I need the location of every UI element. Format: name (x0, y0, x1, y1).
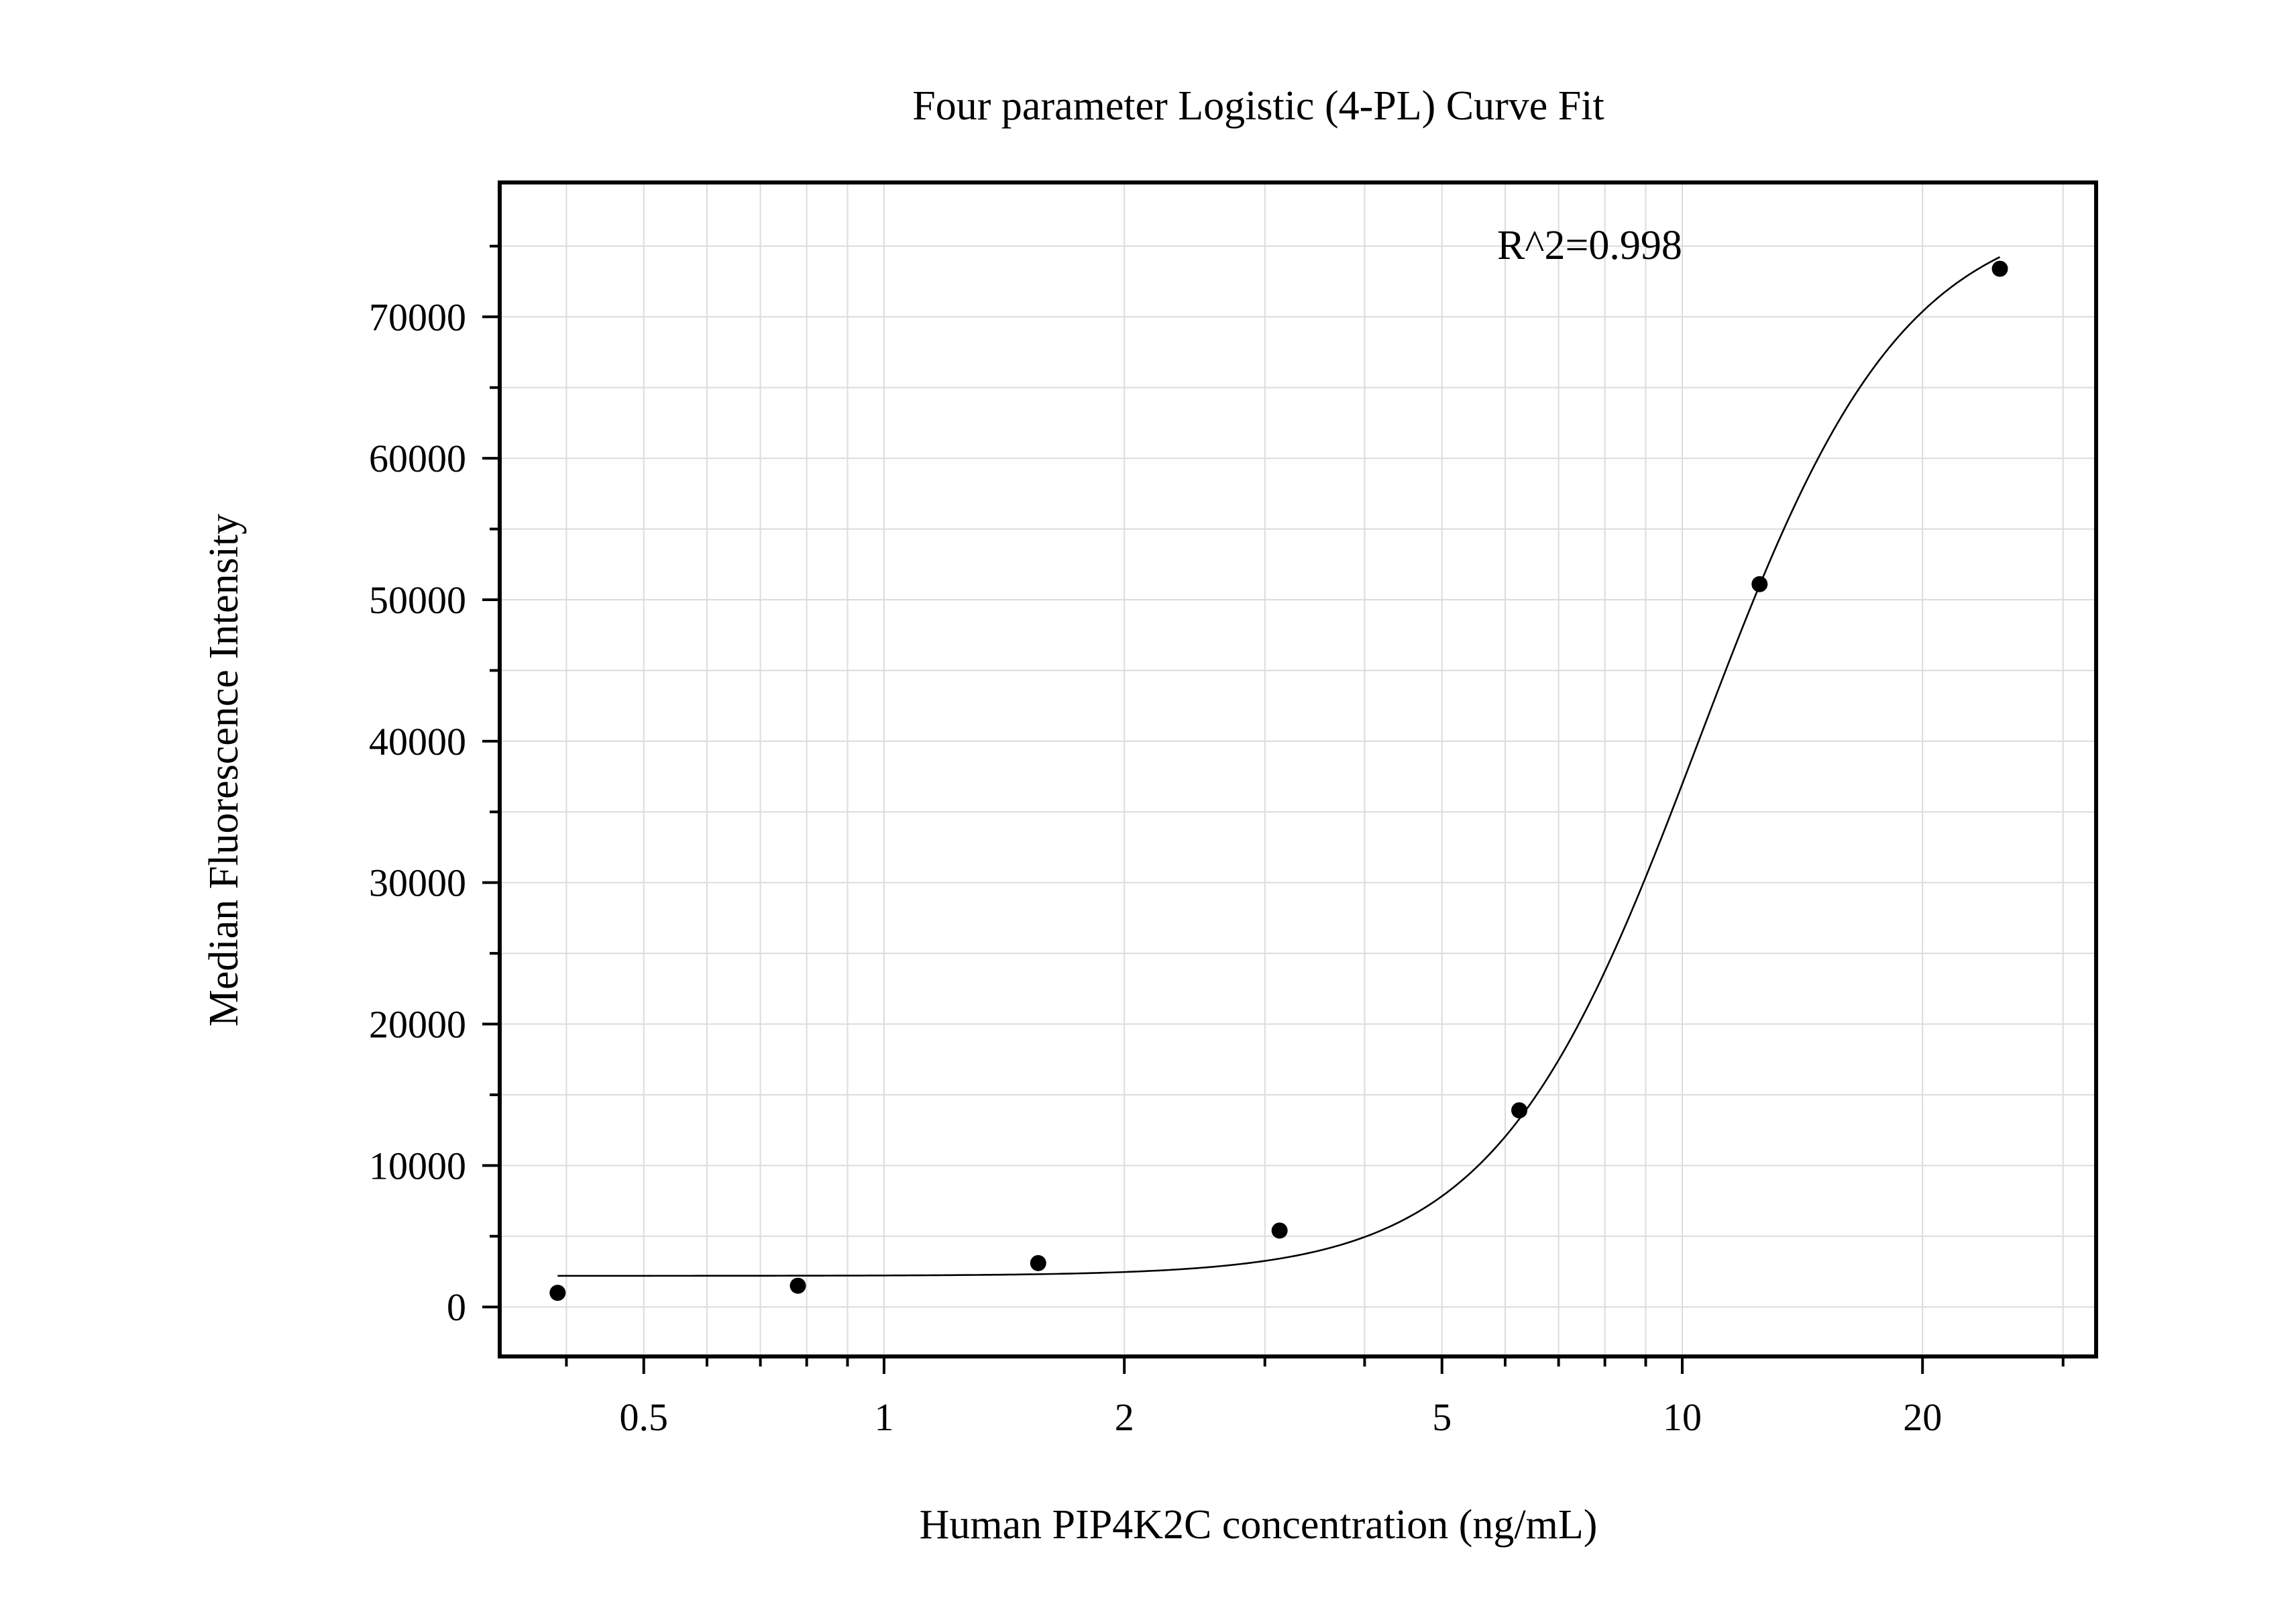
y-tick-label: 60000 (369, 437, 466, 480)
y-tick-label: 0 (447, 1285, 466, 1329)
y-tick-label: 30000 (369, 861, 466, 905)
plot-frame (498, 180, 2098, 1358)
x-tick-label: 5 (1432, 1395, 1452, 1439)
r-squared-annotation: R^2=0.998 (1497, 223, 1682, 268)
y-tick-label: 40000 (369, 720, 466, 763)
y-tick-label: 70000 (369, 295, 466, 339)
data-point (1030, 1254, 1046, 1271)
x-tick-label: 20 (1903, 1395, 1942, 1439)
x-tick-label: 2 (1115, 1395, 1134, 1439)
fit-curve (557, 256, 2001, 1277)
x-axis-label: Human PIP4K2C concentration (ng/mL) (920, 1502, 1598, 1548)
plot-frame-group (498, 180, 2098, 1358)
x-tick-label: 1 (874, 1395, 893, 1439)
data-point (789, 1277, 806, 1294)
y-tick-label: 10000 (369, 1144, 466, 1187)
y-axis-label: Median Fluorescence Intensity (201, 514, 247, 1026)
data-point (1511, 1102, 1528, 1119)
y-axis: 0 10000 20000 30000 40000 50000 60000 70000 (369, 244, 500, 1329)
chart-title: Four parameter Logistic (4-PL) Curve Fit (912, 83, 1604, 129)
y-tick-label: 20000 (369, 1003, 466, 1047)
data-points (549, 260, 2008, 1301)
data-point (549, 1285, 566, 1301)
x-tick-label: 0.5 (619, 1395, 668, 1439)
x-axis: 0.5 1 2 5 10 20 (565, 1356, 2065, 1439)
data-point (1751, 576, 1768, 592)
x-tick-label: 10 (1663, 1395, 1702, 1439)
grid (500, 182, 2096, 1356)
data-point (1991, 260, 2008, 277)
data-point (1271, 1222, 1288, 1239)
y-tick-label: 50000 (369, 578, 466, 622)
